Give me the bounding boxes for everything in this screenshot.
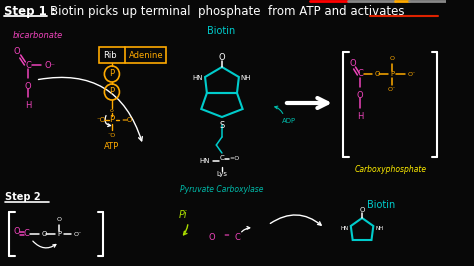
Text: C: C [357, 69, 363, 78]
Text: O⁻: O⁻ [407, 72, 416, 77]
FancyArrowPatch shape [270, 215, 321, 225]
Text: NH: NH [241, 75, 251, 81]
Text: O: O [57, 217, 62, 222]
Text: Adenine: Adenine [129, 51, 164, 60]
Text: O: O [374, 71, 380, 77]
Text: O: O [14, 48, 20, 56]
Text: C: C [23, 230, 29, 239]
Text: ADP: ADP [282, 118, 296, 124]
Text: Step 1 :: Step 1 : [4, 5, 55, 18]
Text: Biotin: Biotin [367, 200, 395, 210]
Text: bicarbonate: bicarbonate [13, 31, 64, 40]
Text: C: C [219, 155, 224, 161]
Text: O: O [208, 234, 215, 243]
Text: O: O [219, 52, 225, 61]
Text: Lys: Lys [217, 171, 228, 177]
Text: Biotin: Biotin [207, 26, 235, 36]
FancyArrowPatch shape [183, 225, 188, 235]
Text: C: C [234, 234, 240, 243]
Text: Carboxyphosphate: Carboxyphosphate [354, 165, 426, 174]
Text: O⁻: O⁻ [388, 87, 396, 92]
Text: HN: HN [192, 75, 203, 81]
Text: P: P [390, 71, 394, 77]
Text: HN: HN [341, 226, 349, 231]
Text: ⁻O: ⁻O [96, 117, 105, 123]
Text: O⁻: O⁻ [73, 231, 82, 236]
Text: O: O [357, 91, 364, 100]
Text: P: P [109, 115, 115, 124]
Text: O⁻: O⁻ [44, 60, 55, 69]
Text: Biotin picks up terminal  phosphate  from ATP and activates: Biotin picks up terminal phosphate from … [50, 5, 404, 18]
FancyArrowPatch shape [275, 106, 283, 114]
Text: Step 2: Step 2 [5, 192, 40, 202]
Text: O: O [25, 82, 32, 91]
Text: S: S [219, 121, 225, 130]
FancyArrowPatch shape [38, 77, 142, 141]
Text: O: O [390, 56, 395, 61]
Text: ⁻O: ⁻O [108, 133, 116, 138]
FancyArrowPatch shape [242, 227, 250, 232]
Text: O: O [41, 231, 47, 237]
Text: P: P [57, 231, 62, 237]
Text: ATP: ATP [104, 142, 119, 151]
Text: =O: =O [229, 156, 240, 160]
Text: O: O [349, 60, 356, 69]
FancyArrowPatch shape [105, 115, 110, 127]
Text: O: O [14, 227, 20, 236]
Text: NH: NH [375, 226, 383, 231]
Text: C: C [25, 60, 31, 69]
Text: H: H [357, 112, 364, 121]
Text: H: H [25, 101, 31, 110]
Text: o: o [110, 107, 114, 113]
Text: =O: =O [121, 117, 133, 123]
Text: =: = [223, 232, 228, 238]
Text: P: P [109, 88, 115, 97]
Text: P: P [109, 69, 115, 78]
Text: O: O [359, 207, 365, 213]
Text: Pi: Pi [179, 210, 188, 220]
Text: Rib: Rib [103, 51, 117, 60]
Text: HN: HN [199, 158, 210, 164]
Text: Pyruvate Carboxylase: Pyruvate Carboxylase [180, 185, 264, 194]
FancyArrowPatch shape [33, 241, 56, 248]
